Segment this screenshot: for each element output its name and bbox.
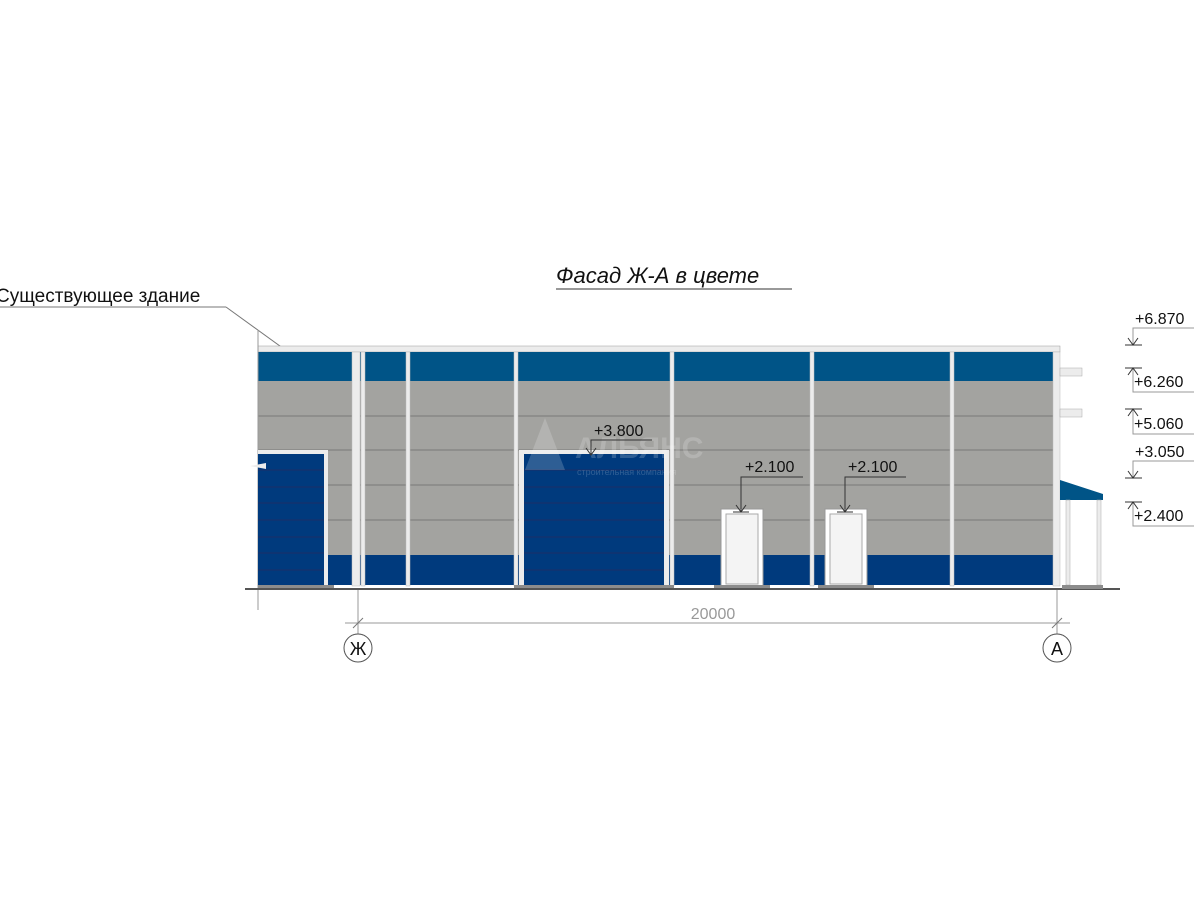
door-1 [720, 508, 764, 587]
building [245, 330, 1120, 610]
level-mark: +3.050 [1125, 444, 1194, 479]
bracket [1059, 367, 1083, 377]
svg-text:+5.060: +5.060 [1134, 416, 1183, 433]
left-gate [250, 450, 328, 586]
svg-text:+3.050: +3.050 [1135, 444, 1184, 461]
top-band [258, 352, 1054, 381]
watermark-logo: АЛЬЯНС строительная компания [525, 418, 703, 477]
level-mark: +6.870 [1125, 311, 1194, 346]
canopy-post [1065, 499, 1071, 586]
door1-level-mark: +2.100 [733, 459, 803, 513]
roof-cap [257, 345, 1061, 353]
svg-text:+6.260: +6.260 [1134, 374, 1183, 391]
svg-text:строительная компания: строительная компания [577, 467, 677, 477]
level-mark: +5.060 [1125, 408, 1194, 435]
svg-text:А: А [1051, 639, 1063, 659]
canopy-post [1096, 499, 1102, 586]
door-2 [824, 508, 868, 587]
door2-level-mark: +2.100 [837, 459, 906, 513]
svg-text:+2.400: +2.400 [1134, 508, 1183, 525]
gate-level-mark: +3.800 [585, 423, 652, 456]
pilasters [351, 351, 1061, 587]
drawing-title: Фасад Ж-А в цвете [556, 263, 759, 288]
svg-text:+3.800: +3.800 [594, 423, 643, 440]
main-gate [519, 450, 669, 586]
plinth [258, 585, 874, 589]
svg-text:АЛЬЯНС: АЛЬЯНС [575, 432, 703, 465]
svg-text:+2.100: +2.100 [848, 459, 897, 476]
level-mark: +6.260 [1125, 367, 1194, 393]
existing-building-label: Существующее здание [0, 286, 200, 307]
level-mark: +2.400 [1125, 501, 1194, 527]
axis-marker-a: А [1042, 633, 1072, 663]
dimension-line: 20000 [345, 590, 1070, 634]
svg-text:Ж: Ж [350, 639, 367, 659]
canopy [1060, 480, 1103, 500]
bracket [1059, 408, 1083, 418]
axis-marker-zh: Ж [343, 633, 373, 663]
svg-text:+2.100: +2.100 [745, 459, 794, 476]
svg-text:+6.870: +6.870 [1135, 311, 1184, 328]
svg-text:20000: 20000 [691, 606, 736, 623]
